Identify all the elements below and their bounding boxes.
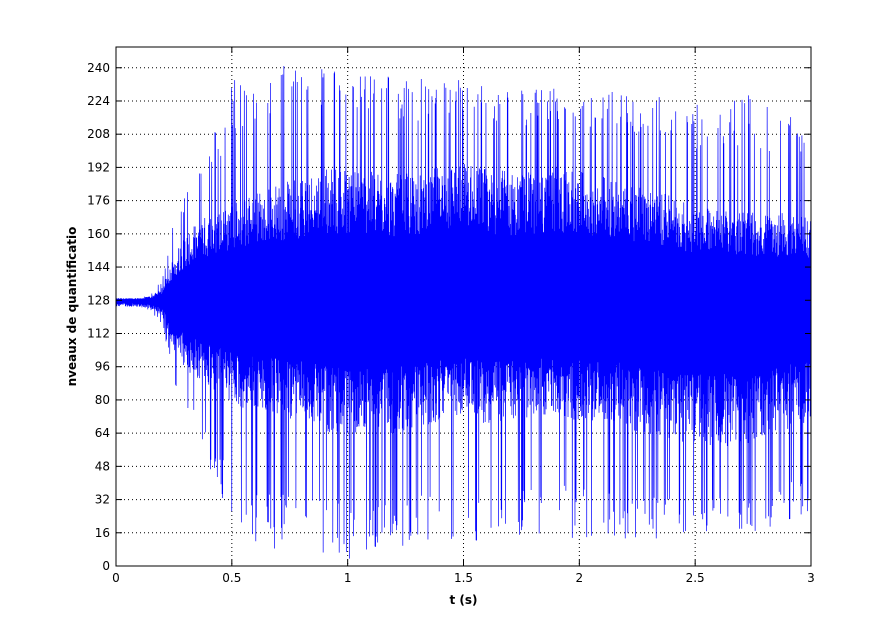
x-tick-label: 1.5	[454, 571, 473, 585]
x-tick-label: 0.5	[222, 571, 241, 585]
y-tick-label: 80	[95, 393, 110, 407]
x-tick-label: 2.5	[686, 571, 705, 585]
y-tick-label: 112	[87, 326, 110, 340]
y-tick-label: 176	[87, 194, 110, 208]
y-tick-label: 96	[95, 360, 110, 374]
x-tick-label: 2	[576, 571, 584, 585]
signal-line	[115, 66, 812, 559]
y-tick-label: 48	[95, 459, 110, 473]
x-tick-label: 0	[112, 571, 120, 585]
y-tick-label: 16	[95, 526, 110, 540]
y-tick-label: 208	[87, 127, 110, 141]
y-tick-labels: 0 16 32 48 64 80 96 112 128 144 160 176 192 208 224 240	[87, 61, 110, 573]
y-tick-label: 224	[87, 94, 110, 108]
signal-series	[115, 66, 812, 559]
x-tick-label: 1	[344, 571, 352, 585]
x-tick-labels: 0 0.5 1 1.5 2 2.5 3	[112, 571, 815, 585]
y-tick-label: 192	[87, 160, 110, 174]
y-tick-label: 32	[95, 493, 110, 507]
y-tick-label: 240	[87, 61, 110, 75]
y-tick-label: 64	[95, 426, 110, 440]
axis-ticks	[115, 47, 812, 567]
y-tick-label: 128	[87, 293, 110, 307]
x-tick-label: 3	[807, 571, 815, 585]
y-tick-label: 144	[87, 260, 110, 274]
y-tick-label: 0	[102, 559, 110, 573]
y-axis-label: nveaux de quantificatio	[65, 227, 79, 387]
y-tick-label: 160	[87, 227, 110, 241]
x-axis-label: t (s)	[449, 593, 477, 607]
